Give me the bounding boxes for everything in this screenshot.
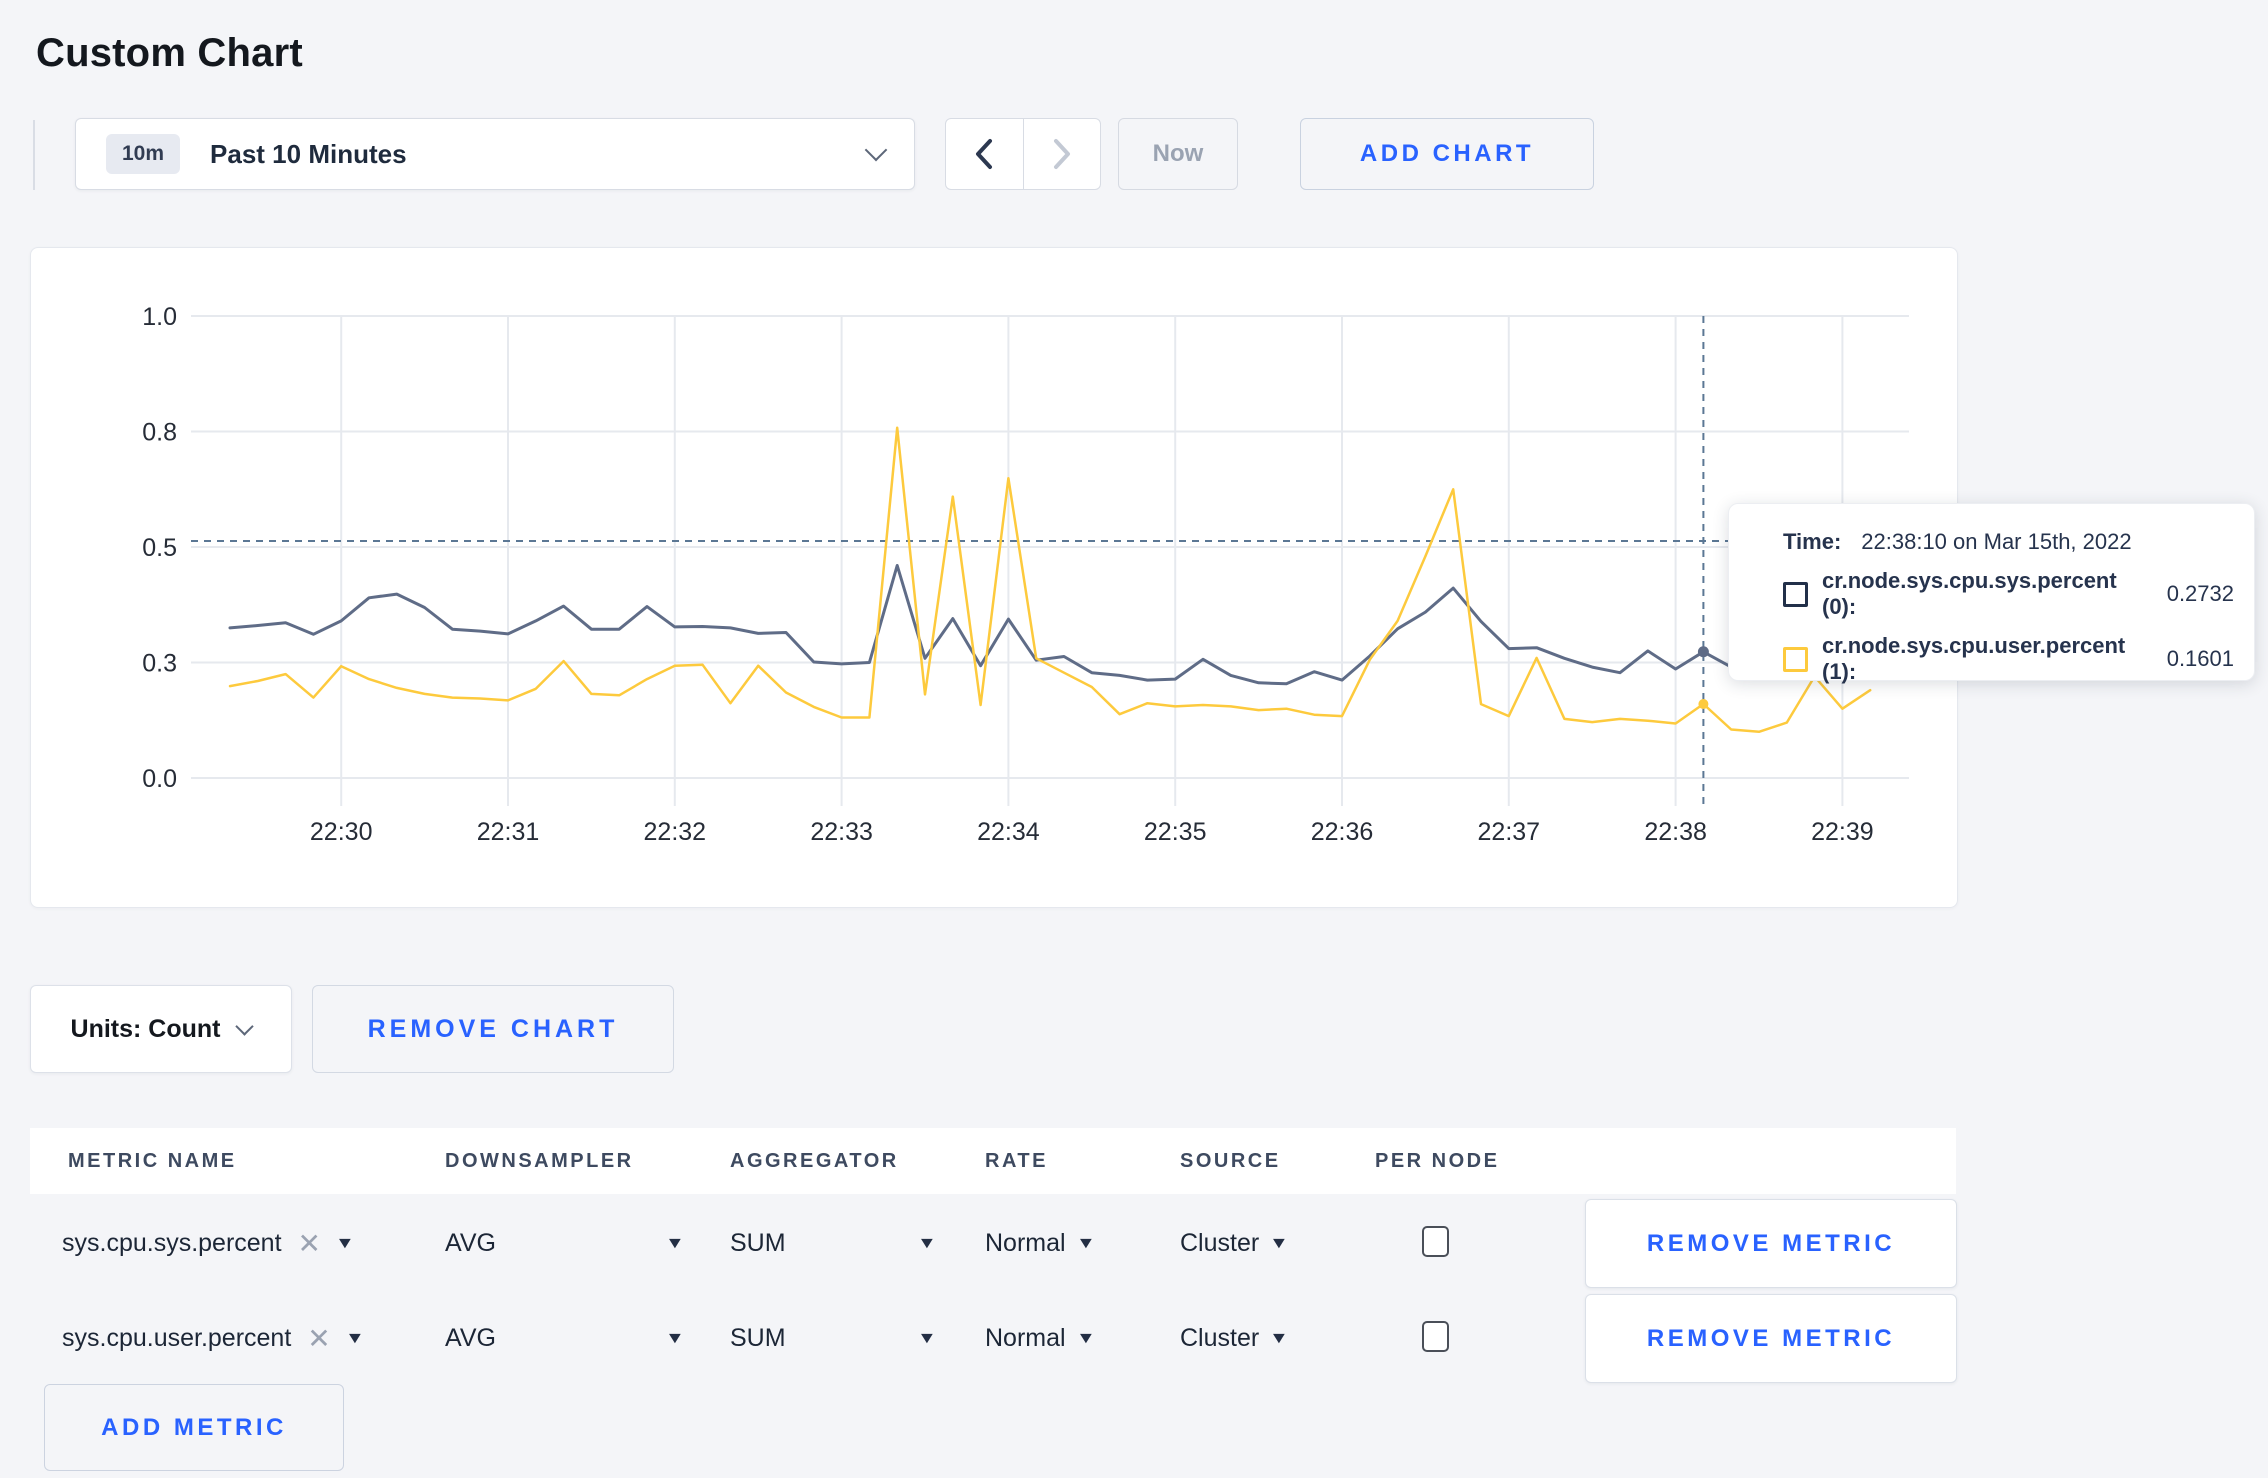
series-line-sys — [228, 564, 1872, 686]
y-axis-tick-label: 0.8 — [142, 419, 177, 447]
source-value: Cluster — [1180, 1324, 1260, 1352]
dropdown-arrow-icon: ▼ — [917, 1329, 937, 1347]
now-button[interactable]: Now — [1118, 118, 1238, 190]
x-axis-tick-label: 22:35 — [1144, 818, 1207, 846]
source-value: Cluster — [1180, 1229, 1260, 1257]
hover-point-sys — [1697, 646, 1709, 658]
prev-range-button[interactable] — [946, 119, 1023, 189]
dropdown-arrow-icon: ▼ — [917, 1234, 937, 1252]
metric-name-value: sys.cpu.user.percent — [62, 1324, 292, 1352]
clear-metric-icon[interactable]: ✕ — [297, 1227, 321, 1259]
dropdown-arrow-icon: ▼ — [1075, 1234, 1096, 1252]
x-axis-tick-label: 22:32 — [644, 818, 707, 846]
aggregator-select[interactable]: SUM ▼ — [730, 1291, 937, 1386]
y-axis-tick-label: 0.3 — [142, 650, 177, 678]
time-range-label: Past 10 Minutes — [210, 138, 407, 169]
x-axis-tick-label: 22:34 — [977, 818, 1040, 846]
y-axis-tick-label: 1.0 — [142, 303, 177, 331]
tooltip-series-name: cr.node.sys.cpu.sys.percent (0): — [1822, 568, 2117, 619]
chevron-down-icon — [235, 1017, 255, 1036]
chevron-right-icon — [1053, 139, 1070, 169]
dropdown-arrow-icon: ▼ — [665, 1234, 685, 1252]
metric-name-value: sys.cpu.sys.percent — [62, 1229, 282, 1257]
x-axis-tick-label: 22:33 — [810, 818, 873, 846]
column-header-downsampler: DOWNSAMPLER — [445, 1150, 634, 1172]
source-select[interactable]: Cluster ▼ — [1180, 1291, 1290, 1386]
downsampler-select[interactable]: AVG ▼ — [445, 1291, 685, 1386]
time-range-badge: 10m — [106, 134, 181, 174]
dropdown-arrow-icon: ▼ — [665, 1329, 685, 1347]
dropdown-arrow-icon: ▼ — [344, 1329, 365, 1347]
dropdown-arrow-icon: ▼ — [1269, 1329, 1290, 1347]
time-range-select[interactable]: 10m Past 10 Minutes — [75, 118, 915, 190]
dropdown-arrow-icon: ▼ — [335, 1234, 355, 1252]
tooltip-time-row: Time: 22:38:10 on Mar 15th, 2022 — [1783, 529, 2234, 555]
column-header-aggregator: AGGREGATOR — [730, 1150, 899, 1172]
series-line-user — [228, 426, 1872, 734]
y-axis-tick-label: 0.0 — [142, 765, 177, 793]
tooltip-time-value: 22:38:10 on Mar 15th, 2022 — [1861, 529, 2132, 554]
downsampler-value: AVG — [445, 1324, 496, 1352]
aggregator-value: SUM — [730, 1324, 786, 1352]
tooltip-series-value: 0.1601 — [2166, 646, 2234, 671]
table-row: sys.cpu.sys.percent ✕ ▼ AVG ▼ SUM ▼ Norm… — [30, 1196, 1957, 1291]
chart-card: 0.0 0.3 0.5 0.8 1.0 22:30 22:31 22:32 22:33 22:34… — [30, 247, 1958, 908]
table-row: sys.cpu.user.percent ✕ ▼ AVG ▼ SUM ▼ Nor… — [30, 1291, 1957, 1386]
next-range-button[interactable] — [1022, 119, 1101, 189]
per-node-checkbox[interactable] — [1422, 1321, 1449, 1352]
y-axis-tick-label: 0.5 — [142, 534, 177, 562]
metric-name-select[interactable]: sys.cpu.sys.percent ✕ ▼ — [62, 1196, 355, 1291]
remove-chart-button[interactable]: REMOVE CHART — [312, 985, 674, 1073]
units-label: Units: Count — [70, 1014, 221, 1043]
chart-svg[interactable]: 0.0 0.3 0.5 0.8 1.0 22:30 22:31 22:32 22:33 22:34… — [31, 248, 1955, 905]
aggregator-select[interactable]: SUM ▼ — [730, 1196, 937, 1291]
tooltip-series-row: cr.node.sys.cpu.user.percent (1): 0.1601 — [1783, 633, 2234, 685]
x-axis-tick-label: 22:30 — [310, 818, 373, 846]
time-nav-group — [945, 118, 1101, 190]
add-metric-button[interactable]: ADD METRIC — [44, 1384, 344, 1471]
chart-tooltip: Time: 22:38:10 on Mar 15th, 2022 cr.node… — [1728, 503, 2255, 684]
chevron-left-icon — [976, 139, 993, 169]
add-chart-button[interactable]: ADD CHART — [1300, 118, 1594, 190]
tooltip-series-row: cr.node.sys.cpu.sys.percent (0): 0.2732 — [1783, 568, 2234, 620]
column-header-metric-name: METRIC NAME — [68, 1150, 237, 1172]
x-axis-tick-label: 22:36 — [1311, 818, 1374, 846]
hover-point-user — [1698, 699, 1709, 710]
per-node-checkbox[interactable] — [1422, 1226, 1449, 1257]
metrics-table-header: METRIC NAME DOWNSAMPLER AGGREGATOR RATE … — [30, 1128, 1956, 1194]
rate-value: Normal — [985, 1324, 1066, 1352]
units-select[interactable]: Units: Count — [30, 985, 292, 1073]
metric-name-select[interactable]: sys.cpu.user.percent ✕ ▼ — [62, 1291, 365, 1386]
x-axis-tick-label: 22:39 — [1811, 818, 1874, 846]
rate-value: Normal — [985, 1229, 1066, 1257]
dropdown-arrow-icon: ▼ — [1075, 1329, 1096, 1347]
column-header-source: SOURCE — [1180, 1150, 1281, 1172]
series-sys-marker-icon — [1783, 581, 1808, 607]
downsampler-value: AVG — [445, 1229, 496, 1257]
remove-metric-button[interactable]: REMOVE METRIC — [1585, 1199, 1957, 1288]
aggregator-value: SUM — [730, 1229, 786, 1257]
rate-select[interactable]: Normal ▼ — [985, 1291, 1096, 1386]
source-select[interactable]: Cluster ▼ — [1180, 1196, 1290, 1291]
page-title: Custom Chart — [36, 30, 303, 75]
tooltip-time-label: Time: — [1783, 529, 1842, 554]
rate-select[interactable]: Normal ▼ — [985, 1196, 1096, 1291]
remove-metric-button[interactable]: REMOVE METRIC — [1585, 1294, 1957, 1383]
tooltip-series-name: cr.node.sys.cpu.user.percent (1): — [1822, 633, 2126, 684]
clear-metric-icon[interactable]: ✕ — [307, 1322, 331, 1354]
chevron-down-icon — [864, 138, 888, 162]
x-axis-tick-label: 22:38 — [1644, 818, 1707, 846]
column-header-rate: RATE — [985, 1150, 1048, 1172]
downsampler-select[interactable]: AVG ▼ — [445, 1196, 685, 1291]
dropdown-arrow-icon: ▼ — [1269, 1234, 1290, 1252]
x-axis-tick-label: 22:37 — [1478, 818, 1541, 846]
tooltip-series-value: 0.2732 — [2166, 581, 2234, 606]
series-user-marker-icon — [1783, 646, 1808, 672]
column-header-per-node: PER NODE — [1375, 1150, 1500, 1172]
controls-divider — [33, 120, 35, 190]
x-axis-tick-label: 22:31 — [477, 818, 540, 846]
